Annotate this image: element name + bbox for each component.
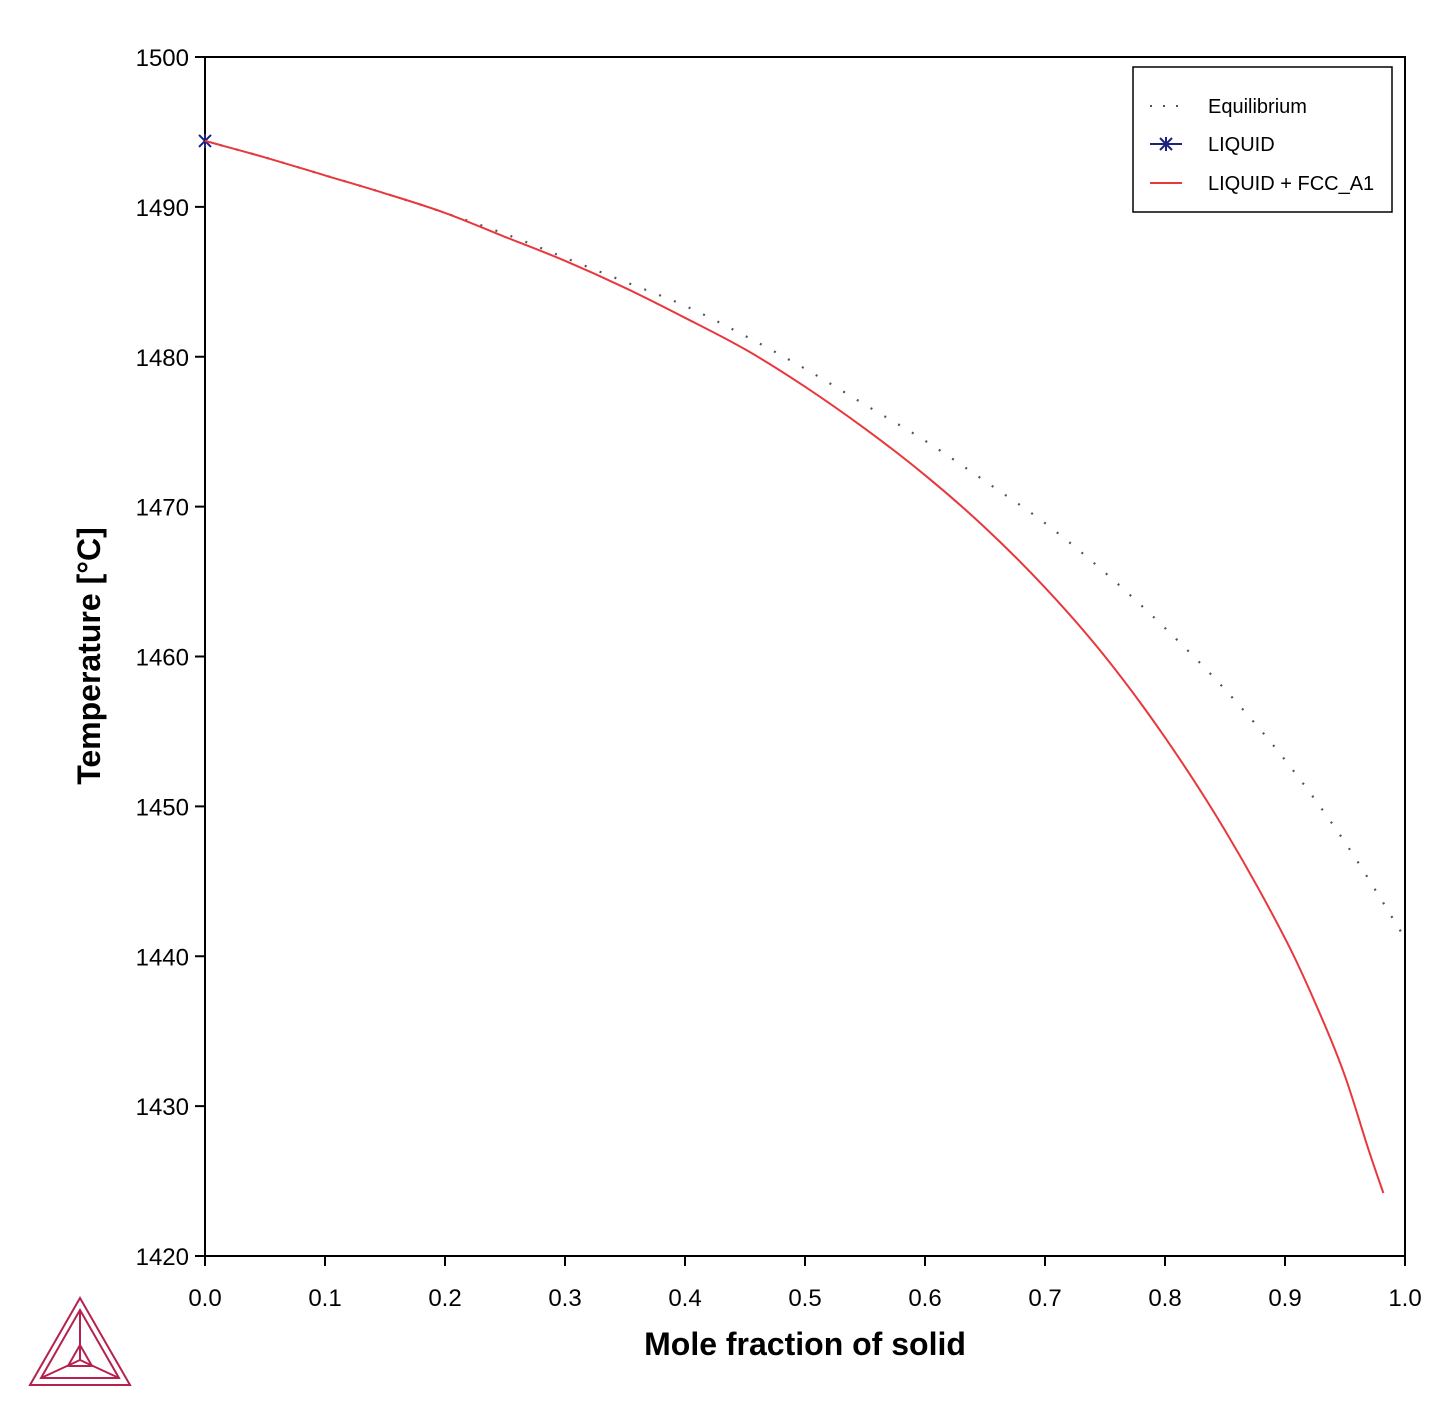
x-tick-label: 0.7 [1028,1285,1061,1312]
y-tick-label: 1450 [136,794,189,821]
x-axis-ticks: 0.0 0.1 0.2 0.3 0.4 0.5 0.6 0.7 0.8 0.9 1.0 [188,1256,1422,1312]
y-tick-label: 1440 [136,944,189,971]
y-tick-label: 1490 [136,195,189,222]
y-tick-label: 1470 [136,495,189,522]
legend-label-liquid-fcc: LIQUID + FCC_A1 [1208,173,1374,195]
y-tick-label: 1460 [136,645,189,672]
x-tick-label: 0.3 [548,1285,581,1312]
thermo-calc-logo-icon [28,1295,132,1386]
x-tick-label: 0.0 [188,1285,221,1312]
series-liquid-fcc-a1-line [204,139,1385,1194]
plot-area [204,56,1406,1257]
x-tick-label: 0.8 [1148,1285,1181,1312]
legend-marker-liquid [1159,137,1173,151]
x-tick-label: 1.0 [1388,1285,1421,1312]
x-tick-label: 0.2 [428,1285,461,1312]
legend: Equilibrium LIQUID LIQUID + FCC_A1 [1132,66,1393,213]
x-tick-label: 0.6 [908,1285,941,1312]
y-axis-ticks: 1420 1430 1440 1450 1460 1470 1480 1490 1500 [136,45,205,1271]
y-tick-label: 1420 [136,1244,189,1271]
x-tick-label: 0.4 [668,1285,701,1312]
legend-box [1132,66,1393,213]
x-tick-label: 0.5 [788,1285,821,1312]
y-axis-title: Temperature [°C] [71,527,107,785]
legend-label-equilibrium: Equilibrium [1208,96,1307,118]
x-axis-title: Mole fraction of solid [644,1326,966,1362]
x-tick-label: 0.9 [1268,1285,1301,1312]
legend-label-liquid: LIQUID [1208,134,1275,156]
y-tick-label: 1430 [136,1094,189,1121]
y-tick-label: 1480 [136,345,189,372]
x-tick-label: 0.1 [308,1285,341,1312]
y-tick-label: 1500 [136,45,189,72]
series-layer [198,133,1406,1194]
